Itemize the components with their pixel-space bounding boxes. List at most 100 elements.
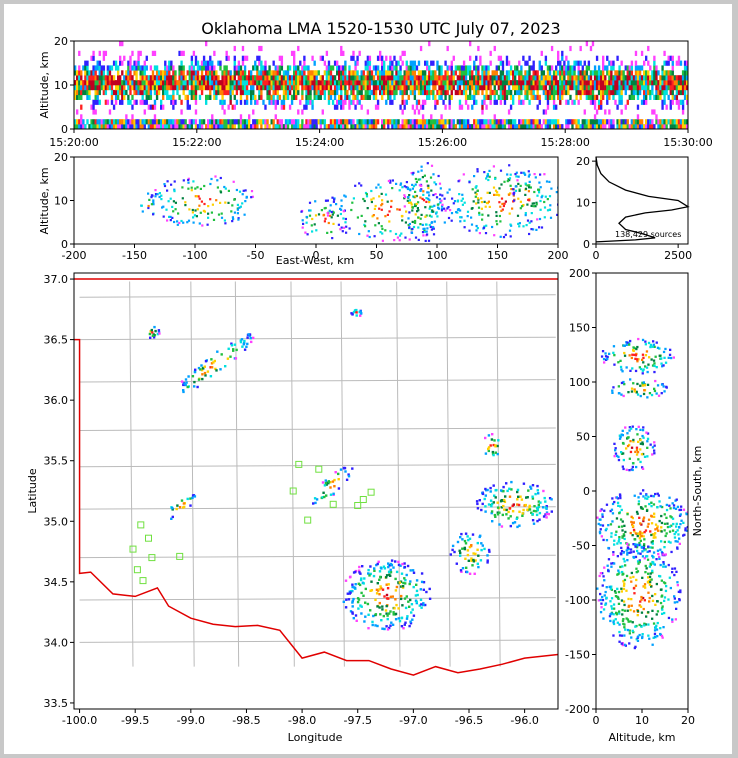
- time-height-cell: [225, 119, 228, 125]
- east-west-cell: [422, 199, 426, 202]
- east-west-cell: [480, 201, 483, 204]
- time-height-cell: [372, 124, 376, 129]
- north-south-cell: [651, 643, 654, 646]
- time-height-cell: [100, 124, 103, 129]
- time-height-cell: [567, 75, 570, 81]
- east-west-cell: [192, 216, 195, 219]
- time-height-cell: [544, 85, 548, 91]
- time-height-cell: [168, 80, 171, 86]
- time-height-cell: [616, 119, 619, 125]
- time-height-cell: [207, 119, 210, 125]
- time-height-cell: [446, 65, 449, 71]
- time-height-cell: [268, 65, 271, 71]
- time-height-cell: [192, 65, 196, 71]
- time-height-cell: [190, 94, 194, 100]
- time-height-cell: [125, 114, 128, 120]
- time-height-ylabel: Altitude, km: [38, 51, 51, 118]
- time-height-cell: [147, 85, 151, 91]
- time-height-cell: [153, 99, 157, 105]
- north-south-cell: [599, 598, 602, 602]
- time-height-cell: [538, 60, 541, 66]
- time-height-cell: [250, 75, 253, 81]
- time-height-cell: [301, 89, 304, 96]
- plan-view-cell: [377, 560, 380, 563]
- time-height-cell: [419, 119, 423, 125]
- north-south-cell: [678, 537, 681, 540]
- north-south-cell: [636, 393, 640, 396]
- time-height-cell: [620, 124, 623, 129]
- north-south-cell: [625, 574, 629, 578]
- time-height-cell: [593, 99, 597, 105]
- time-height-cell: [110, 89, 114, 96]
- time-height-cell: [516, 124, 519, 129]
- east-west-cell: [187, 187, 190, 190]
- time-height-cell: [587, 89, 591, 96]
- time-height-cell: [530, 85, 533, 91]
- plan-view-cell: [500, 525, 504, 528]
- plan-view-cell: [543, 496, 546, 500]
- time-height-cell: [503, 119, 507, 125]
- time-height-cell: [168, 119, 171, 125]
- time-height-cell: [434, 75, 437, 81]
- plan-view-cell: [360, 577, 363, 580]
- time-height-cell: [542, 70, 546, 76]
- time-height-cell: [638, 70, 642, 76]
- east-west-cell: [380, 208, 383, 211]
- time-height-cell: [595, 75, 599, 81]
- east-west-cell: [408, 238, 411, 241]
- time-height-cell: [268, 99, 271, 105]
- east-west-cell: [184, 204, 187, 207]
- time-height-cell: [387, 89, 390, 96]
- east-west-cell: [414, 177, 417, 181]
- north-south-cell: [639, 384, 642, 387]
- north-south-cell: [622, 394, 625, 398]
- time-height-cell: [198, 80, 202, 86]
- north-south-cell: [626, 553, 629, 556]
- plan-view-cell: [232, 349, 235, 352]
- time-height-cell: [485, 75, 488, 81]
- time-height-cell: [374, 70, 378, 76]
- time-height-cell: [663, 85, 666, 91]
- time-height-cell: [362, 70, 365, 76]
- east-west-cell: [231, 216, 234, 219]
- north-south-cell: [629, 339, 632, 343]
- east-west-cell: [166, 219, 169, 222]
- east-west-cell: [405, 210, 408, 213]
- time-height-cell: [413, 80, 417, 86]
- time-height-cell: [593, 75, 597, 81]
- north-south-cell: [673, 601, 676, 604]
- time-height-cell: [370, 124, 374, 129]
- time-height-cell: [405, 85, 408, 91]
- plan-view-cell: [404, 579, 407, 582]
- time-height-cell: [348, 94, 351, 100]
- time-height-cell: [110, 85, 114, 91]
- plan-view-cell: [476, 541, 479, 545]
- time-height-cell: [634, 85, 638, 91]
- plan-view-cell: [463, 539, 467, 543]
- time-height-cell: [82, 85, 85, 91]
- time-height-cell: [651, 85, 654, 91]
- plan-view-cell: [400, 625, 404, 628]
- histogram-ytick-label: 20: [576, 155, 590, 168]
- north-south-cell: [628, 429, 631, 432]
- time-height-cell: [143, 89, 146, 96]
- histogram-ytick-label: 10: [576, 197, 590, 210]
- east-west-cell: [461, 197, 464, 200]
- east-west-cell: [236, 208, 239, 211]
- plan-view-cell: [347, 475, 351, 478]
- time-height-cell: [352, 85, 355, 91]
- time-height-cell: [555, 65, 558, 71]
- east-west-cell: [466, 215, 469, 218]
- time-height-cell: [80, 94, 83, 100]
- north-south-cell: [653, 364, 656, 368]
- time-height-cell: [659, 124, 662, 129]
- north-south-cell: [646, 440, 649, 443]
- east-west-cell: [391, 179, 394, 182]
- east-west-cell: [532, 202, 536, 205]
- time-height-cell: [307, 70, 310, 76]
- plan-view-cell: [400, 572, 404, 575]
- time-height-cell: [329, 89, 333, 96]
- time-height-cell: [180, 65, 183, 71]
- time-height-cell: [555, 85, 558, 91]
- east-west-cell: [370, 198, 373, 201]
